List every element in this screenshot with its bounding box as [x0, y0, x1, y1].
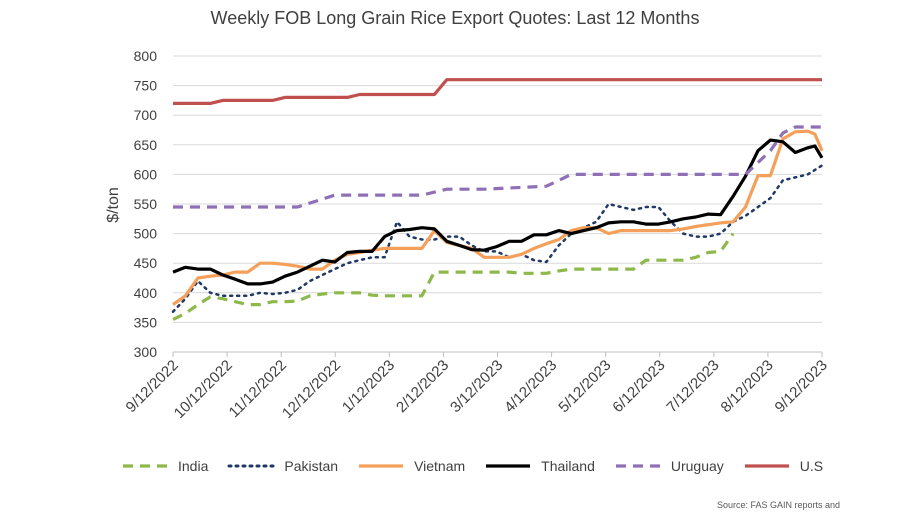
x-tick-label: 5/12/2023 [555, 357, 614, 416]
chart-title: Weekly FOB Long Grain Rice Export Quotes… [210, 8, 700, 28]
x-tick-label: 1/12/2023 [339, 357, 398, 416]
y-tick-label: 650 [134, 137, 158, 153]
legend-swatch [744, 464, 789, 468]
legend-item: Pakistan [226, 458, 338, 474]
y-tick-label: 800 [134, 48, 158, 64]
series-line-pakistan [171, 164, 824, 313]
x-tick-label: 8/12/2023 [718, 357, 777, 416]
legend-item: India [120, 458, 208, 474]
y-tick-label: 500 [134, 226, 158, 242]
y-axis-label: $/ton [105, 187, 122, 223]
legend-label: Thailand [541, 458, 595, 474]
y-tick-label: 350 [134, 314, 158, 330]
legend-label: Pakistan [284, 458, 339, 474]
y-axis: 300 350 400 450 500 550 600 650 700 750 800 [134, 48, 158, 360]
legend-item: U.S [742, 458, 823, 474]
y-tick-label: 300 [134, 344, 158, 360]
series-line-u-s [173, 78, 822, 105]
x-tick-label: 6/12/2023 [609, 357, 668, 416]
legend-swatch [227, 464, 275, 468]
legend-label: Vietnam [414, 458, 466, 474]
x-tick-label: 10/12/2022 [171, 357, 236, 422]
y-tick-label: 400 [134, 285, 158, 301]
x-tick-label: 3/12/2023 [447, 357, 506, 416]
legend: India Pakistan Vietnam Thailand Uruguay U.S [120, 458, 841, 474]
legend-swatch [486, 464, 531, 468]
series-lines [171, 78, 824, 321]
legend-label: U.S [799, 458, 824, 474]
x-tick-label: 7/12/2023 [663, 357, 722, 416]
series-line-thailand [172, 138, 824, 286]
source-note: Source: FAS GAIN reports and [716, 500, 840, 510]
legend-swatch [615, 464, 660, 468]
x-tick-label: 2/12/2023 [393, 357, 452, 416]
legend-label: Uruguay [670, 458, 724, 474]
legend-label: India [178, 458, 209, 474]
legend-swatch [123, 464, 167, 468]
y-tick-label: 550 [134, 196, 158, 212]
legend-item: Thailand [483, 458, 595, 474]
x-tick-label: 9/12/2023 [772, 357, 831, 416]
y-tick-label: 600 [134, 166, 158, 182]
x-tick-label: 12/12/2022 [279, 357, 344, 422]
legend-swatch [359, 464, 404, 468]
y-tick-label: 750 [134, 78, 158, 94]
x-tick-label: 4/12/2023 [501, 357, 560, 416]
y-tick-label: 700 [134, 107, 158, 123]
legend-item: Vietnam [356, 458, 465, 474]
legend-item: Uruguay [613, 458, 724, 474]
series-line-vietnam [172, 129, 824, 306]
x-axis: 9/12/202210/12/202211/12/202212/12/20221… [123, 351, 831, 422]
series-line-uruguay [173, 125, 822, 209]
y-tick-label: 450 [134, 255, 158, 271]
series-line-india [172, 232, 735, 321]
